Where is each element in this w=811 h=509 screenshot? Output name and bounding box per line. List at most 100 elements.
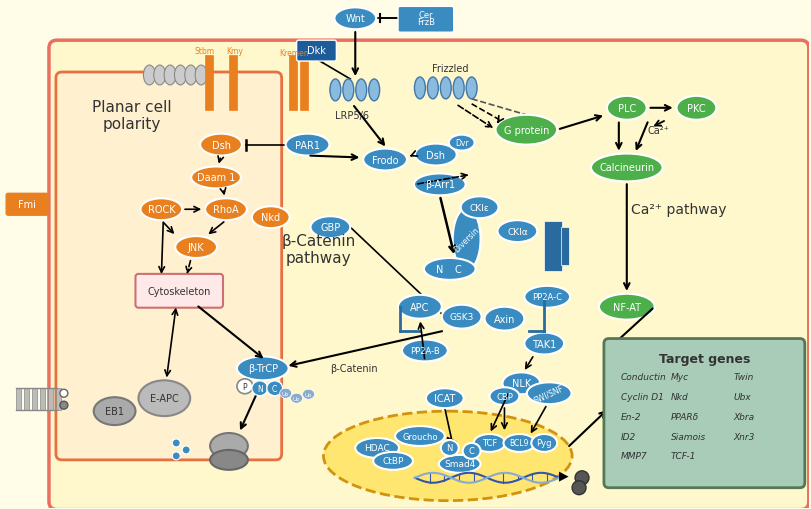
Text: PP2A-C: PP2A-C bbox=[532, 293, 562, 302]
Text: PAR1: PAR1 bbox=[295, 140, 320, 150]
Text: G protein: G protein bbox=[504, 125, 549, 135]
Text: TCF: TCF bbox=[482, 439, 497, 447]
Ellipse shape bbox=[440, 78, 451, 100]
Bar bbox=[229, 56, 237, 110]
Ellipse shape bbox=[174, 66, 187, 86]
Text: Ca²⁺: Ca²⁺ bbox=[648, 125, 670, 135]
Text: Dkk: Dkk bbox=[307, 46, 326, 56]
Text: Twin: Twin bbox=[733, 372, 753, 381]
Ellipse shape bbox=[182, 446, 190, 454]
Ellipse shape bbox=[572, 481, 586, 495]
Text: Wnt: Wnt bbox=[345, 14, 365, 24]
Ellipse shape bbox=[461, 197, 499, 219]
Text: CtBP: CtBP bbox=[382, 457, 404, 465]
Text: APC: APC bbox=[410, 302, 430, 312]
Text: MMP7: MMP7 bbox=[621, 451, 647, 461]
Ellipse shape bbox=[427, 78, 438, 100]
Text: ROCK: ROCK bbox=[148, 205, 175, 215]
Ellipse shape bbox=[503, 373, 540, 394]
Text: ID2: ID2 bbox=[621, 432, 636, 441]
Ellipse shape bbox=[496, 116, 557, 145]
Ellipse shape bbox=[474, 434, 505, 452]
Text: β-Arr1: β-Arr1 bbox=[425, 180, 455, 190]
Text: JNK: JNK bbox=[188, 243, 204, 252]
Ellipse shape bbox=[484, 307, 525, 331]
Text: Smad4: Smad4 bbox=[444, 460, 475, 468]
Ellipse shape bbox=[139, 381, 190, 416]
Text: Cer: Cer bbox=[418, 11, 433, 20]
Ellipse shape bbox=[94, 398, 135, 425]
Text: CBP: CBP bbox=[496, 392, 513, 401]
Text: CKIε: CKIε bbox=[470, 204, 490, 212]
FancyBboxPatch shape bbox=[6, 194, 48, 216]
Text: Frodo: Frodo bbox=[372, 155, 398, 165]
Text: Xbra: Xbra bbox=[733, 412, 754, 421]
Ellipse shape bbox=[200, 134, 242, 156]
FancyBboxPatch shape bbox=[604, 339, 805, 488]
Ellipse shape bbox=[285, 134, 329, 156]
Bar bbox=[299, 56, 307, 110]
Text: Dvr: Dvr bbox=[455, 139, 469, 148]
FancyBboxPatch shape bbox=[56, 73, 281, 460]
Text: Kremen: Kremen bbox=[279, 48, 308, 58]
Text: LRP5/6: LRP5/6 bbox=[335, 110, 369, 121]
Ellipse shape bbox=[267, 381, 283, 396]
Text: Target genes: Target genes bbox=[659, 352, 750, 365]
Ellipse shape bbox=[676, 97, 716, 121]
Bar bbox=[24, 388, 29, 410]
Text: ▶: ▶ bbox=[560, 468, 569, 482]
Bar bbox=[205, 56, 213, 110]
Ellipse shape bbox=[531, 434, 557, 452]
Ellipse shape bbox=[398, 295, 442, 319]
Ellipse shape bbox=[210, 433, 248, 459]
Text: Ub: Ub bbox=[282, 391, 290, 396]
Ellipse shape bbox=[205, 199, 247, 221]
Text: N: N bbox=[257, 384, 263, 393]
Text: Xnr3: Xnr3 bbox=[733, 432, 754, 441]
Text: PLC: PLC bbox=[618, 104, 636, 114]
Text: Ub: Ub bbox=[293, 396, 300, 401]
Text: CKIα: CKIα bbox=[507, 227, 528, 236]
Ellipse shape bbox=[154, 66, 165, 86]
Bar bbox=[289, 56, 297, 110]
Text: BCL9: BCL9 bbox=[509, 439, 529, 447]
Ellipse shape bbox=[490, 387, 519, 405]
Text: Calcineurin: Calcineurin bbox=[599, 163, 654, 173]
FancyBboxPatch shape bbox=[135, 274, 223, 308]
Text: Ubx: Ubx bbox=[733, 392, 751, 401]
Bar bbox=[544, 222, 562, 271]
Ellipse shape bbox=[441, 440, 459, 456]
Text: Siamois: Siamois bbox=[671, 432, 706, 441]
Ellipse shape bbox=[463, 443, 481, 459]
Ellipse shape bbox=[144, 66, 156, 86]
Text: Frizzled: Frizzled bbox=[431, 64, 468, 74]
Text: Nkd: Nkd bbox=[261, 213, 281, 223]
Ellipse shape bbox=[60, 402, 68, 409]
Ellipse shape bbox=[395, 426, 444, 446]
Bar bbox=[32, 388, 37, 410]
Text: NLK: NLK bbox=[512, 379, 531, 388]
Text: N: N bbox=[436, 264, 444, 274]
Text: TCF-1: TCF-1 bbox=[671, 451, 696, 461]
Ellipse shape bbox=[252, 207, 290, 229]
Ellipse shape bbox=[504, 434, 535, 452]
Text: PKC: PKC bbox=[687, 104, 706, 114]
Text: TAK1: TAK1 bbox=[532, 339, 556, 349]
Text: Dsh: Dsh bbox=[212, 140, 230, 150]
Ellipse shape bbox=[280, 388, 292, 399]
Ellipse shape bbox=[185, 66, 197, 86]
Text: Ca²⁺ pathway: Ca²⁺ pathway bbox=[631, 203, 727, 217]
Text: Daam 1: Daam 1 bbox=[197, 173, 235, 183]
Text: Stbm: Stbm bbox=[194, 46, 214, 55]
Text: Ub: Ub bbox=[305, 392, 312, 397]
Ellipse shape bbox=[356, 80, 367, 102]
Text: N: N bbox=[447, 443, 453, 453]
Text: P: P bbox=[242, 382, 247, 391]
Ellipse shape bbox=[439, 455, 481, 473]
Text: SWI/SNF: SWI/SNF bbox=[533, 383, 565, 404]
Ellipse shape bbox=[172, 439, 180, 447]
Text: GSK3: GSK3 bbox=[449, 313, 474, 322]
Ellipse shape bbox=[414, 78, 426, 100]
Text: C: C bbox=[272, 384, 277, 393]
Bar bbox=[16, 388, 21, 410]
